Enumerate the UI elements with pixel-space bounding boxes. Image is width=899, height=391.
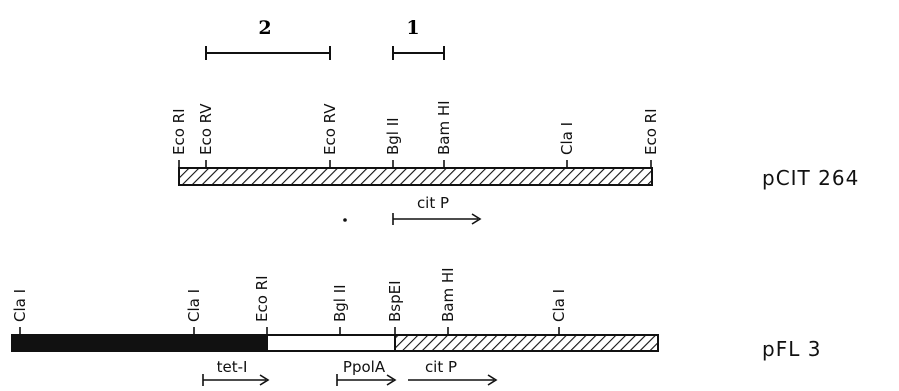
fragment-1-label: 1 [406, 17, 419, 39]
pfl3-site-clai-1: Cla I [11, 289, 29, 322]
pcit264-site-ecori-left: Eco RI [170, 108, 188, 155]
pfl3-teti-arrow: tet-I [202, 358, 270, 386]
pfl3-site-bamhi: Bam HI [439, 267, 457, 322]
pfl3-site-bglii: Bgl II [331, 284, 349, 322]
pfl3-solid-segment [11, 334, 268, 352]
pcit264-site-bglii: Bgl II [384, 117, 402, 155]
pcit264-site-bamhi: Bam HI [435, 100, 453, 155]
pfl3-teti-label: tet-I [217, 358, 248, 376]
pfl3-site-ticks [19, 327, 560, 335]
pfl3-citp-arrow: cit P [408, 358, 498, 386]
stray-dot [343, 218, 347, 222]
fragment-2-marker: 2 [205, 17, 331, 60]
pfl3-ppola-label: PpolA [343, 358, 386, 376]
pfl3-hatched-segment [394, 334, 659, 352]
pcit264-hatched-bar [178, 167, 653, 186]
pcit264-citp-label: cit P [417, 194, 449, 212]
pcit264-name: pCIT 264 [762, 166, 859, 190]
pcit264-site-ecorv-left: Eco RV [197, 103, 215, 155]
pfl3-open-segment [266, 334, 396, 352]
pfl3-site-bspei: BspEI [386, 280, 404, 322]
pcit264-site-ecorv-right: Eco RV [321, 103, 339, 155]
pfl3-name: pFL 3 [762, 337, 821, 361]
pcit264-site-ecori-right: Eco RI [642, 108, 660, 155]
pfl3-site-clai-3: Cla I [550, 289, 568, 322]
pfl3-map: Cla I Cla I Eco RI Bgl II BspEI Bam HI C… [11, 267, 821, 386]
pcit264-site-ticks [178, 160, 652, 168]
fragment-2-label: 2 [258, 17, 271, 39]
pcit264-site-clai: Cla I [558, 122, 576, 155]
fragment-1-marker: 1 [392, 17, 445, 60]
pcit264-map: Eco RI Eco RV Eco RV Bgl II Bam HI Cla I… [170, 100, 859, 225]
pcit264-citp-arrow: cit P [392, 194, 482, 225]
pfl3-site-clai-2: Cla I [185, 289, 203, 322]
pfl3-site-ecori: Eco RI [253, 275, 271, 322]
pfl3-ppola-arrow: PpolA [336, 358, 397, 386]
pfl3-citp-label: cit P [425, 358, 457, 376]
